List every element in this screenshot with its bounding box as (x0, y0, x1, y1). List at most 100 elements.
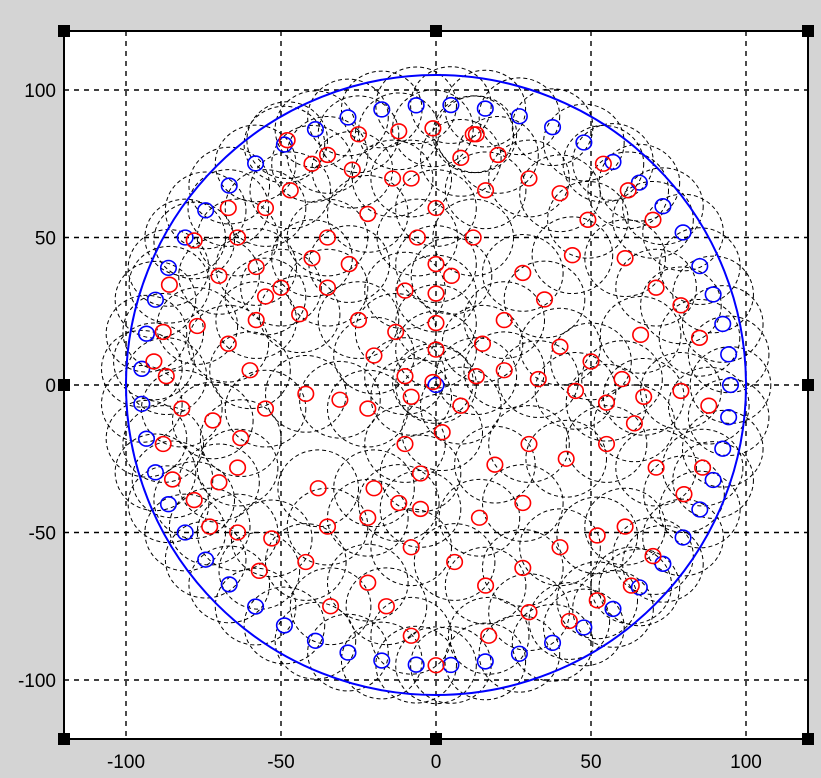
coverage-circle (482, 529, 564, 607)
coverage-circle (511, 88, 594, 167)
data-point (644, 211, 662, 228)
data-point (160, 276, 178, 293)
data-point (446, 553, 464, 571)
data-point (145, 353, 163, 370)
coverage-circle (168, 487, 251, 566)
data-point (427, 314, 445, 332)
coverage-circle (286, 248, 369, 327)
data-point (704, 471, 722, 489)
coverage-circle (454, 425, 536, 504)
coverage-circle (308, 225, 391, 303)
data-point (613, 370, 631, 388)
data-point (594, 155, 612, 172)
coverage-circle (395, 346, 477, 424)
resize-handle[interactable] (430, 25, 442, 37)
data-point (219, 199, 237, 217)
coverage-circle (599, 296, 682, 374)
resize-handle[interactable] (58, 379, 70, 391)
data-point (396, 435, 414, 453)
coverage-circle (441, 304, 524, 383)
coverage-circle (243, 586, 326, 665)
data-point (176, 229, 194, 246)
data-point (291, 306, 309, 323)
coverage-circle (289, 567, 372, 646)
data-point (597, 394, 616, 411)
coverage-circle (271, 219, 353, 297)
data-point (635, 388, 653, 405)
coverage-circle (463, 281, 546, 359)
data-point (427, 341, 445, 358)
data-point (247, 155, 265, 172)
data-point (407, 656, 425, 673)
coverage-circle (681, 409, 764, 488)
data-point (473, 335, 492, 352)
coverage-circle (354, 293, 437, 371)
data-point (427, 376, 445, 394)
data-point (229, 524, 247, 541)
data-point (582, 353, 600, 370)
data-point (467, 367, 485, 385)
data-point (486, 456, 504, 473)
resize-handle[interactable] (58, 25, 70, 37)
data-point (489, 146, 507, 164)
coverage-circle (214, 567, 297, 646)
data-point (396, 282, 414, 299)
resize-handle[interactable] (802, 733, 814, 745)
coverage-circle (215, 228, 298, 306)
coverage-circle (218, 532, 301, 610)
coverage-circle (188, 545, 271, 624)
resize-handle[interactable] (430, 733, 442, 745)
coverage-circle (379, 434, 462, 513)
coverage-circle (224, 369, 307, 448)
data-point (544, 634, 562, 652)
data-point (720, 346, 738, 363)
coverage-circle (215, 281, 298, 359)
coverage-circle (562, 124, 645, 203)
data-point (322, 598, 340, 615)
data-point (476, 653, 494, 670)
resize-handle[interactable] (802, 379, 814, 391)
coverage-circle (114, 260, 197, 339)
coverage-circle (687, 315, 770, 394)
coverage-circle (511, 603, 594, 682)
data-point (373, 101, 391, 118)
coverage-circle (379, 470, 462, 548)
coverage-circle (392, 343, 474, 421)
coverage-circle (164, 520, 247, 599)
coverage-circle (105, 294, 188, 373)
data-point (691, 501, 709, 518)
selection-handles[interactable] (58, 25, 814, 745)
data-point (163, 471, 182, 488)
data-point (256, 199, 275, 217)
data-point (339, 644, 357, 661)
data-point (520, 170, 538, 187)
data-point (544, 118, 562, 136)
data-point (464, 126, 482, 143)
data-point (306, 632, 324, 649)
coverage-circle (581, 340, 663, 418)
data-point (247, 598, 265, 615)
data-point (675, 485, 693, 503)
data-point (272, 279, 290, 296)
data-point (359, 574, 377, 591)
coverage-circle (364, 251, 446, 330)
resize-handle[interactable] (802, 25, 814, 37)
coverage-circle (240, 248, 322, 327)
data-point (721, 376, 740, 394)
coverage-circle (327, 543, 409, 622)
x-tick-label: -100 (107, 752, 145, 773)
data-point (566, 382, 585, 400)
data-point (306, 121, 324, 138)
data-point (477, 182, 495, 199)
data-point (275, 136, 293, 153)
coverage-circle (543, 588, 625, 667)
coverage-circle (482, 234, 564, 312)
coverage-circle (565, 405, 648, 483)
coverage-circle (420, 366, 502, 445)
data-point (427, 255, 445, 273)
data-point (588, 527, 606, 544)
data-point (520, 435, 538, 453)
resize-handle[interactable] (58, 733, 70, 745)
data-point (424, 120, 442, 137)
coverage-circle (187, 169, 270, 247)
